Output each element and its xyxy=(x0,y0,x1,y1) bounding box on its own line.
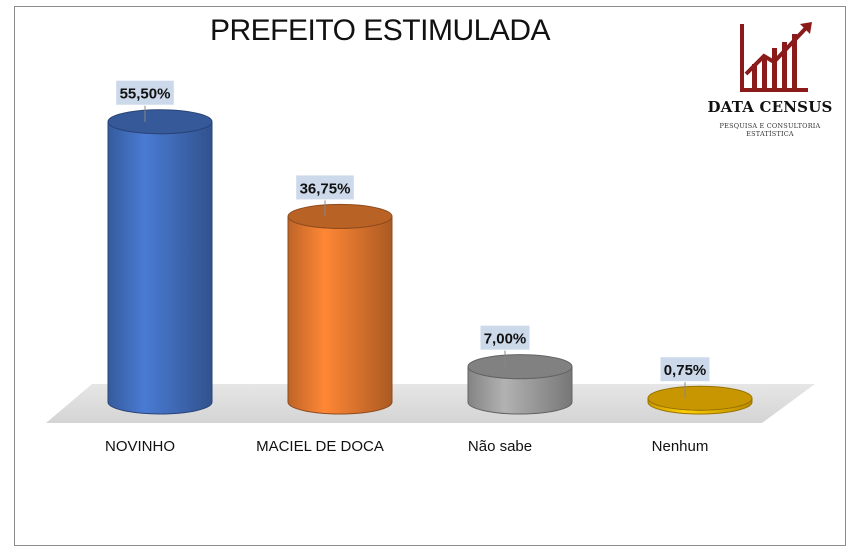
chart-title: PREFEITO ESTIMULADA xyxy=(209,14,551,47)
logo-tagline: PESQUISA E CONSULTORIA ESTATÍSTICA xyxy=(719,122,821,138)
bar-top xyxy=(647,385,753,411)
bar-top xyxy=(287,203,393,229)
category-label-4: Nenhum xyxy=(652,438,709,455)
data-label-2: 36,75% xyxy=(296,175,354,217)
category-label-2: MACIEL DE DOCA xyxy=(256,438,384,455)
chart-floor xyxy=(46,384,815,423)
category-label-3: Não sabe xyxy=(468,438,532,455)
bar-body xyxy=(287,216,393,415)
data-label-text: 0,75% xyxy=(664,362,707,379)
data-label-text: 36,75% xyxy=(300,180,351,197)
data-label-4: 0,75% xyxy=(660,357,710,399)
logo-name: DATA CENSUS xyxy=(707,98,833,116)
bar-body xyxy=(107,121,213,415)
data-census-logo-icon xyxy=(740,22,812,92)
bar-3 xyxy=(467,354,573,415)
data-label-text: 7,00% xyxy=(484,331,527,348)
bar-4 xyxy=(647,385,753,415)
data-label-3: 7,00% xyxy=(480,325,530,367)
category-label-1: NOVINHO xyxy=(105,438,175,455)
bar-top xyxy=(107,109,213,135)
bar-1 xyxy=(107,109,213,415)
bar-2 xyxy=(287,203,393,415)
data-label-text: 55,50% xyxy=(120,86,171,103)
data-label-1: 55,50% xyxy=(116,80,174,122)
bar-top xyxy=(467,354,573,380)
